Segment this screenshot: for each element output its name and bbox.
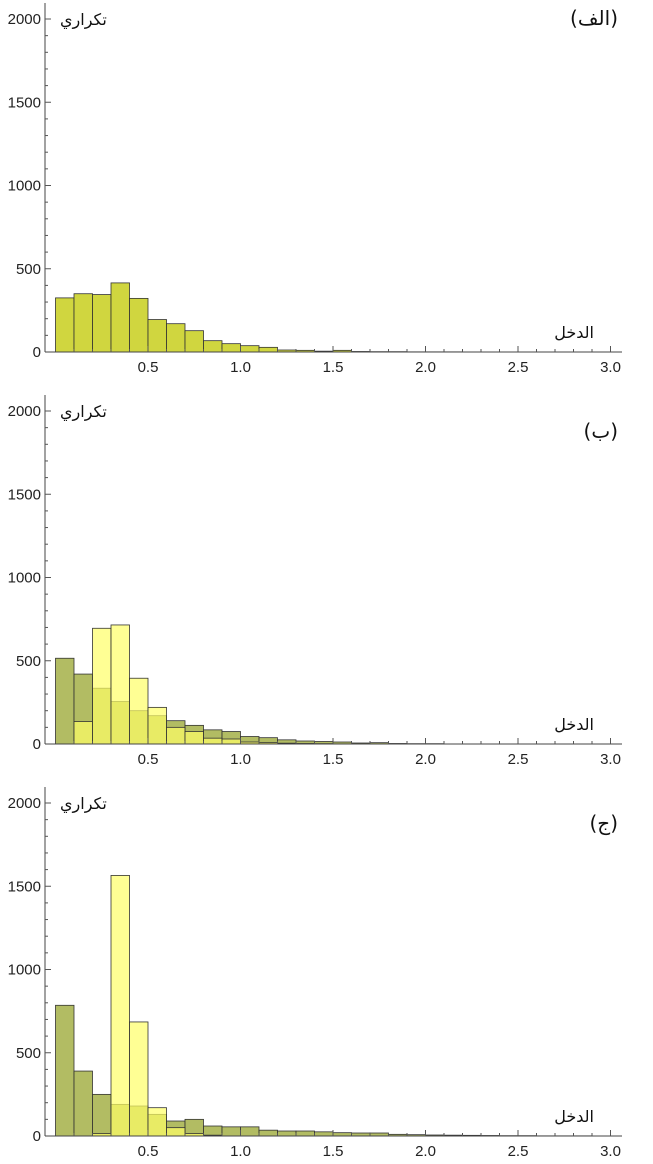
- x-tick-label: 2.0: [415, 359, 436, 376]
- panel-label: (ب): [584, 419, 618, 443]
- y-tick-label: 1500: [8, 94, 41, 111]
- histogram-panel-1: 0.5 1.0 1.5 2.0 2.5 3.0 0 500 1000 1500 2000 تكراري…: [0, 0, 653, 380]
- y-tick-label: 2000: [8, 403, 41, 420]
- series-1-bars: [56, 283, 463, 352]
- x-tick-label: 1.5: [323, 751, 344, 768]
- histogram-bar: [167, 324, 186, 352]
- histogram-bar: [241, 346, 260, 352]
- series-2-bars: [93, 875, 223, 1136]
- histogram-bar: [241, 1127, 260, 1136]
- x-axis-title: الدخل: [554, 1107, 594, 1126]
- x-tick-label: 2.5: [508, 751, 529, 768]
- x-axis-title: الدخل: [554, 323, 594, 342]
- histogram-bar: [296, 1131, 315, 1136]
- histogram-bar: [74, 1071, 93, 1136]
- y-tick-label: 0: [33, 1128, 41, 1145]
- y-tick-label: 1000: [8, 962, 41, 979]
- x-tick-label: 2.0: [415, 1143, 436, 1160]
- histogram-bar: [93, 295, 112, 352]
- y-tick-label: 1000: [8, 570, 41, 587]
- x-tick-label: 1.5: [323, 1143, 344, 1160]
- histogram-bar: [185, 732, 204, 744]
- y-axis-title: تكراري: [60, 794, 107, 814]
- histogram-bar: [111, 283, 130, 352]
- histogram-bar: [278, 1131, 297, 1136]
- x-tick-label: 3.0: [600, 1143, 621, 1160]
- x-tick-label: 1.0: [230, 359, 251, 376]
- y-tick-label: 1000: [8, 178, 41, 195]
- histogram-bar: [222, 1127, 241, 1136]
- x-tick-label: 1.5: [323, 359, 344, 376]
- y-tick-label: 500: [16, 653, 41, 670]
- x-tick-label: 2.5: [508, 359, 529, 376]
- y-tick-label: 500: [16, 261, 41, 278]
- histogram-bar: [148, 320, 167, 352]
- x-tick-label: 2.0: [415, 751, 436, 768]
- x-tick-label: 0.5: [138, 359, 159, 376]
- y-tick-label: 2000: [8, 795, 41, 812]
- histogram-bar: [74, 294, 93, 352]
- histogram-bar: [93, 1094, 112, 1136]
- x-tick-label: 1.0: [230, 1143, 251, 1160]
- histogram-bar: [74, 722, 93, 744]
- y-tick-label: 1500: [8, 878, 41, 895]
- histogram-bar: [167, 1128, 186, 1136]
- x-tick-label: 1.0: [230, 751, 251, 768]
- histogram-bar: [259, 1130, 278, 1136]
- histogram-bar: [111, 875, 130, 1136]
- x-tick-label: 3.0: [600, 751, 621, 768]
- y-tick-label: 0: [33, 344, 41, 361]
- y-tick-label: 2000: [8, 11, 41, 28]
- panel-label: (الف): [570, 6, 618, 30]
- histogram-bar: [259, 347, 278, 352]
- histogram-bar: [148, 707, 167, 744]
- histogram-bar: [222, 739, 241, 744]
- y-tick-label: 0: [33, 736, 41, 753]
- y-tick-label: 500: [16, 1045, 41, 1062]
- histogram-bar: [56, 658, 75, 744]
- histogram-bar: [167, 727, 186, 744]
- histogram-bar: [204, 738, 223, 744]
- histogram-bar: [315, 1132, 334, 1136]
- histogram-bar: [56, 298, 75, 352]
- histogram-bar: [204, 1126, 223, 1136]
- y-tick-label: 1500: [8, 486, 41, 503]
- y-axis-title: تكراري: [60, 10, 107, 30]
- x-tick-label: 3.0: [600, 359, 621, 376]
- histogram-panel-2: 0.5 1.0 1.5 2.0 2.5 3.0 0 500 1000 1500 2000 تكراري…: [0, 392, 653, 772]
- histogram-bar: [111, 625, 130, 744]
- histogram-bar: [222, 344, 241, 352]
- histogram-bar: [130, 298, 149, 352]
- x-axis-title: الدخل: [554, 715, 594, 734]
- histogram-bar: [204, 341, 223, 352]
- y-axis-title: تكراري: [60, 402, 107, 422]
- x-tick-label: 0.5: [138, 751, 159, 768]
- panel-label: (ج): [589, 811, 618, 835]
- histogram-bar: [130, 678, 149, 744]
- x-tick-label: 0.5: [138, 1143, 159, 1160]
- histogram-bar: [148, 1108, 167, 1136]
- histogram-bar: [130, 1022, 149, 1136]
- histogram-bar: [56, 1005, 75, 1136]
- histogram-bar: [185, 331, 204, 352]
- histogram-bar: [93, 628, 112, 744]
- x-tick-label: 2.5: [508, 1143, 529, 1160]
- histogram-panel-3: 0.5 1.0 1.5 2.0 2.5 3.0 0 500 1000 1500 2000 تكراري…: [0, 784, 653, 1164]
